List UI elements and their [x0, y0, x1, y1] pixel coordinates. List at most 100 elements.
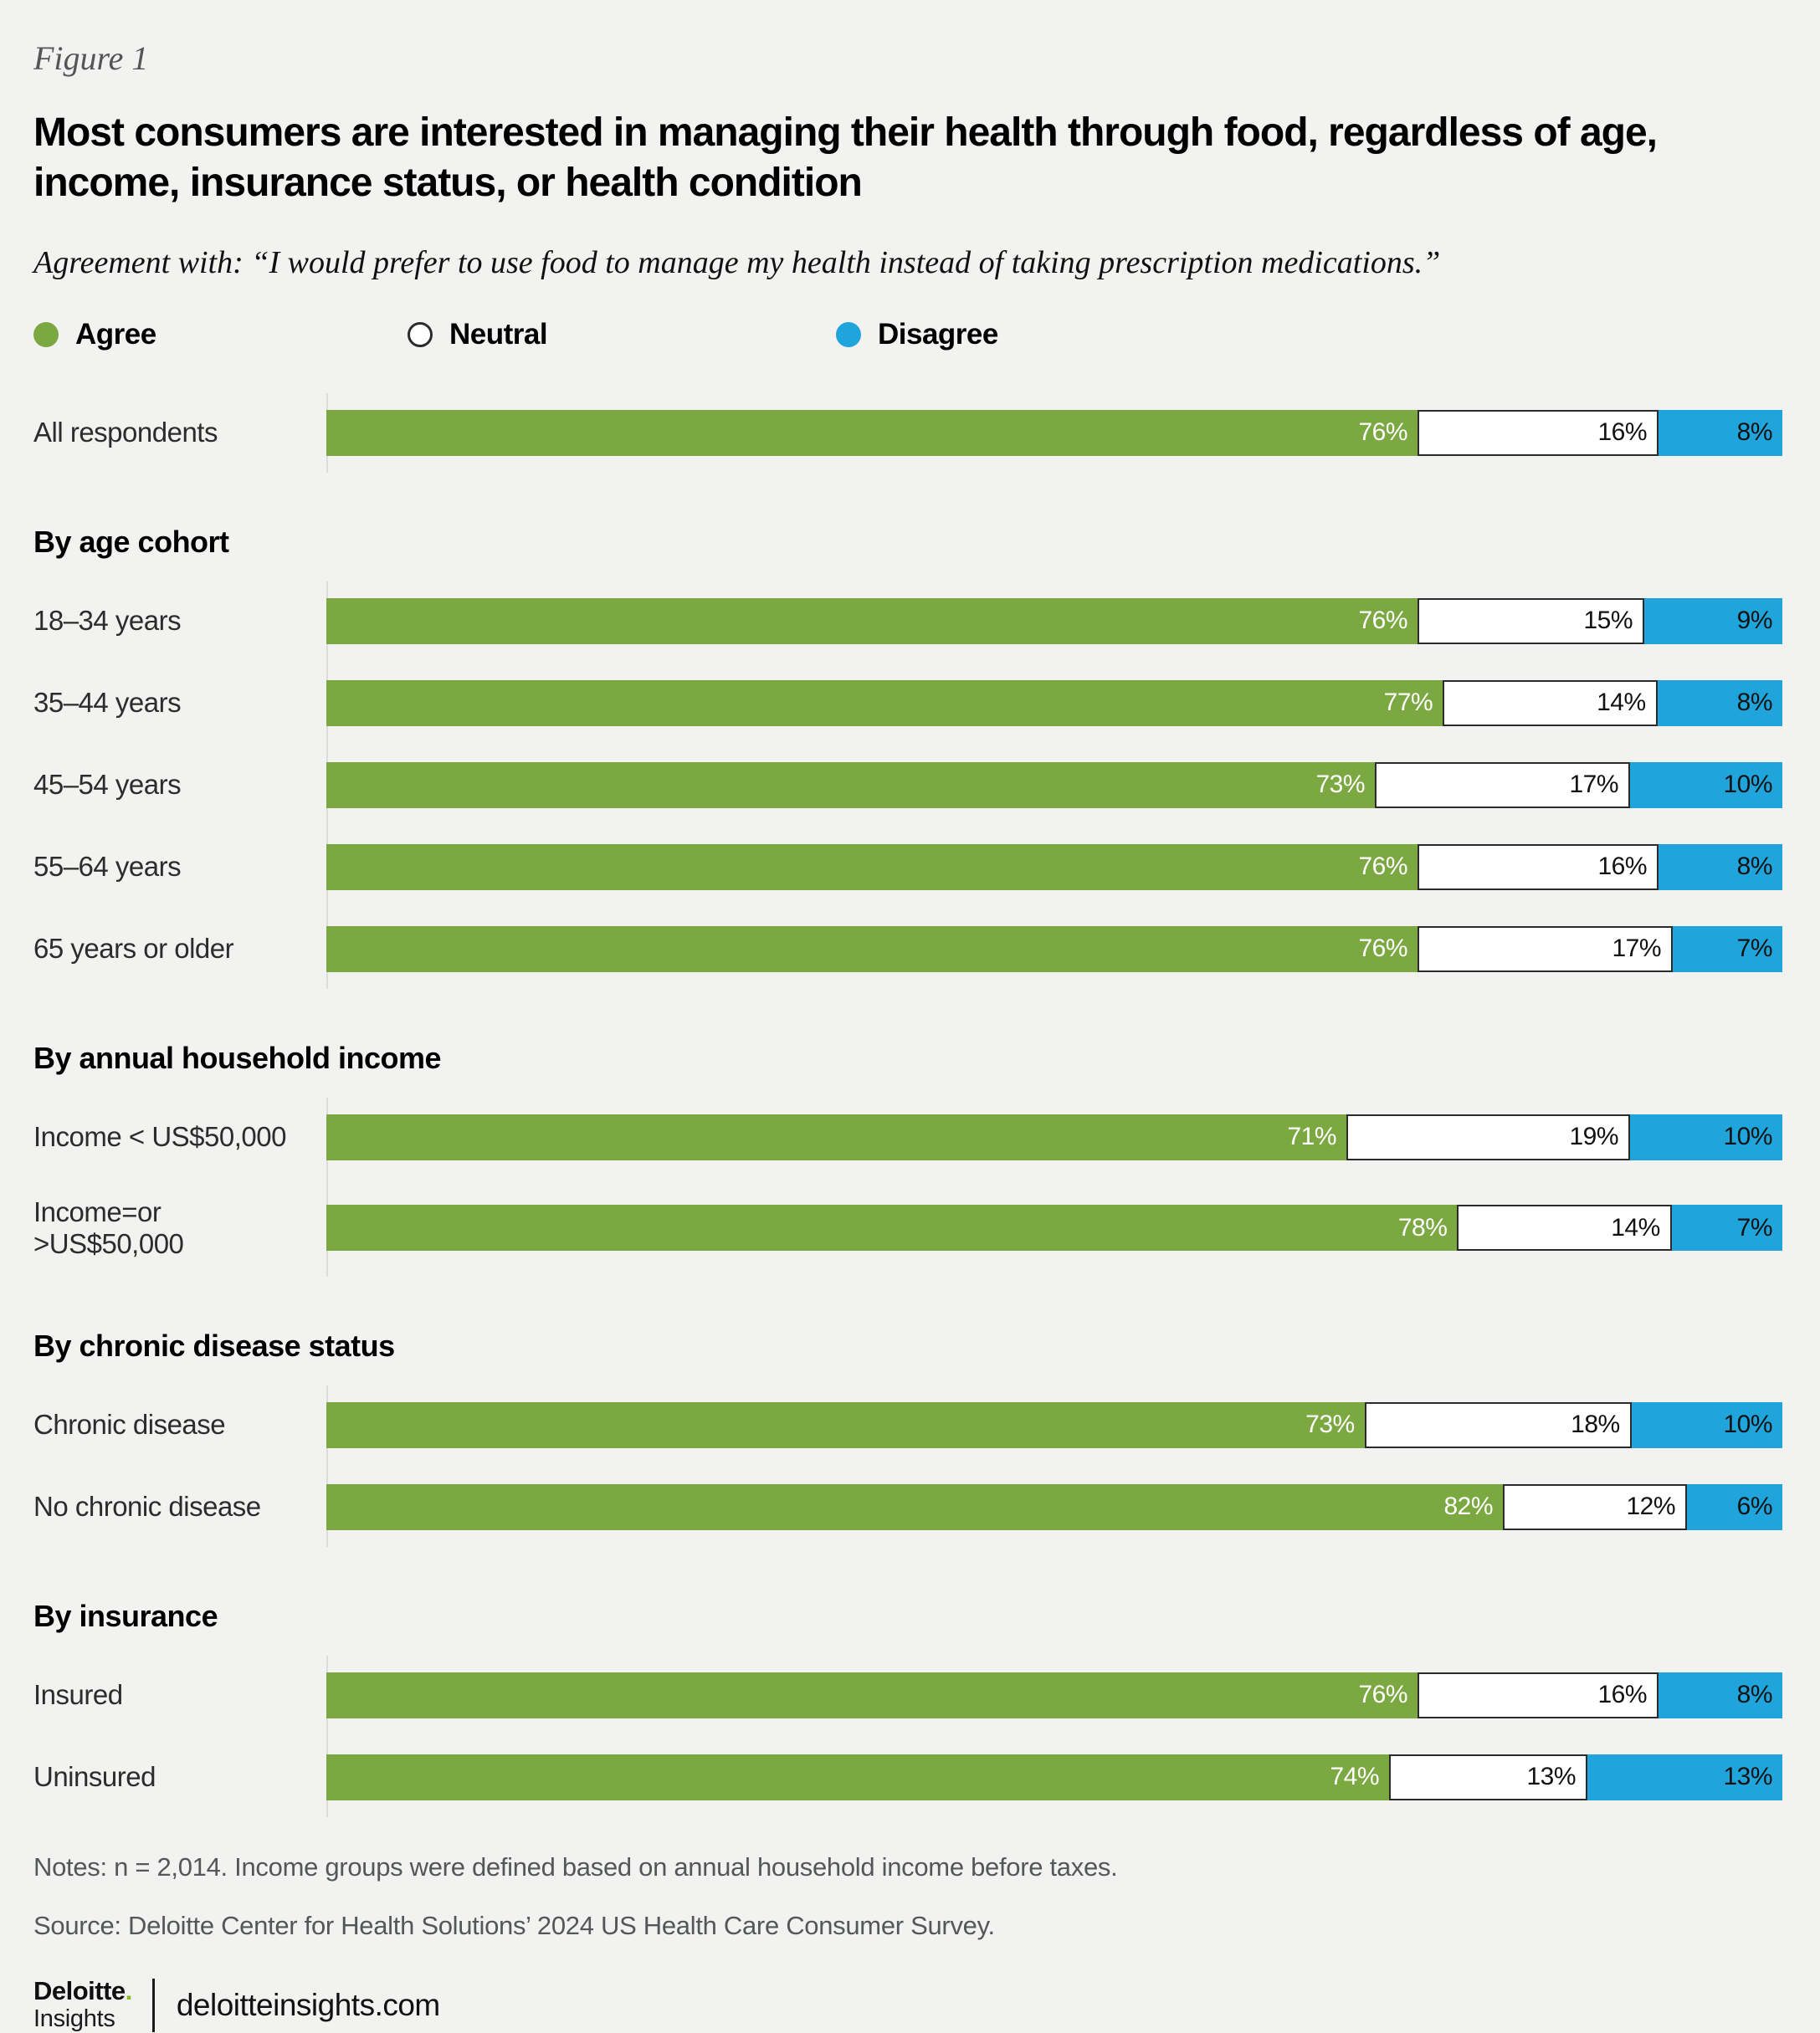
bar-value-label: 77% [1383, 689, 1433, 717]
stacked-bar: 76% 16% 8% [326, 1672, 1782, 1718]
bar-segment-neutral: 17% [1418, 925, 1673, 972]
stacked-bar: 76% 16% 8% [326, 843, 1782, 890]
bar-value-label: 8% [1736, 689, 1773, 717]
brand-sub-wordmark: Insights [33, 2005, 115, 2033]
bar-segment-neutral: 16% [1418, 1672, 1659, 1718]
chart-group: Chronic disease 73% 18% 10% No chronic disea… [33, 1385, 1782, 1547]
legend-swatch-disagree-icon [836, 321, 861, 347]
bar-segment-disagree: 13% [1587, 1754, 1782, 1800]
bar-segment-neutral: 19% [1346, 1114, 1630, 1160]
bar-segment-disagree: 7% [1673, 925, 1782, 972]
bar-segment-agree: 76% [326, 925, 1418, 972]
chart: All respondents 76% 16% 8% By age cohort 18–3… [33, 392, 1782, 1817]
site-link[interactable]: deloitteinsights.com [176, 1988, 440, 2023]
bar-segment-agree: 78% [326, 1205, 1458, 1252]
bar-segment-neutral: 16% [1418, 843, 1659, 890]
stacked-bar: 76% 15% 9% [326, 597, 1782, 644]
stacked-bar: 74% 13% 13% [326, 1754, 1782, 1800]
bar-value-label: 16% [1597, 1681, 1647, 1709]
bar-value-label: 6% [1736, 1493, 1773, 1521]
bar-segment-neutral: 14% [1443, 679, 1658, 726]
bar-segment-agree: 76% [326, 843, 1418, 890]
table-row: All respondents 76% 16% 8% [33, 409, 1782, 456]
table-row: 35–44 years 77% 14% 8% [33, 679, 1782, 726]
bar-segment-agree: 73% [326, 1401, 1365, 1448]
row-label: Insured [33, 1679, 123, 1711]
stacked-bar: 77% 14% 8% [326, 679, 1782, 726]
deloitte-insights-logo: Deloitte. Insights [33, 1977, 132, 2033]
bar-value-label: 12% [1626, 1493, 1675, 1521]
legend-swatch-agree-icon [33, 321, 59, 347]
row-label: 65 years or older [33, 933, 234, 965]
bar-segment-neutral: 14% [1457, 1205, 1672, 1252]
footer: Deloitte. Insights deloitteinsights.com [33, 1977, 1782, 2033]
table-row: Income=or >US$50,000 78% 14% 7% [33, 1196, 1782, 1260]
bar-segment-disagree: 8% [1659, 409, 1782, 456]
row-label: Income < US$50,000 [33, 1121, 286, 1153]
legend-label: Disagree [878, 317, 998, 351]
legend-item-neutral: Neutral [408, 318, 836, 351]
table-row: No chronic disease 82% 12% 6% [33, 1483, 1782, 1530]
bar-value-label: 16% [1597, 418, 1647, 447]
bar-segment-agree: 74% [326, 1754, 1389, 1800]
bar-value-label: 10% [1723, 1123, 1772, 1151]
bar-value-label: 73% [1305, 1411, 1355, 1439]
bar-value-label: 10% [1723, 771, 1772, 799]
bar-segment-agree: 71% [326, 1114, 1346, 1160]
legend-item-agree: Agree [33, 318, 408, 351]
bar-value-label: 16% [1597, 853, 1647, 881]
brand-wordmark: Deloitte. [33, 1977, 132, 2005]
row-label: No chronic disease [33, 1491, 261, 1523]
stacked-bar: 82% 12% 6% [326, 1483, 1782, 1530]
stacked-bar: 71% 19% 10% [326, 1114, 1782, 1160]
chart-group: Income < US$50,000 71% 19% 10% Income=or >US… [33, 1097, 1782, 1277]
legend-swatch-neutral-icon [408, 321, 433, 347]
source-text: Source: Deloitte Center for Health Solut… [33, 1910, 995, 1940]
bar-segment-disagree: 10% [1631, 1401, 1782, 1448]
bar-value-label: 78% [1397, 1213, 1448, 1242]
bar-value-label: 14% [1611, 1213, 1660, 1242]
bar-value-label: 76% [1358, 853, 1407, 881]
bar-value-label: 76% [1358, 418, 1407, 447]
row-label: Chronic disease [33, 1409, 226, 1441]
chart-group: Insured 76% 16% 8% Uninsured 74% 13% 13% [33, 1655, 1782, 1817]
bar-value-label: 7% [1736, 1213, 1773, 1242]
bar-value-label: 82% [1443, 1493, 1493, 1521]
bar-segment-disagree: 7% [1671, 1205, 1782, 1252]
bar-segment-agree: 73% [326, 761, 1375, 808]
bar-value-label: 8% [1736, 853, 1773, 881]
bar-segment-agree: 76% [326, 1672, 1418, 1718]
row-label: 35–44 years [33, 687, 182, 719]
bar-value-label: 73% [1315, 771, 1365, 799]
bar-segment-agree: 82% [326, 1483, 1503, 1530]
bar-value-label: 10% [1723, 1411, 1772, 1439]
bar-segment-neutral: 15% [1418, 597, 1644, 644]
row-label: Income=or >US$50,000 [33, 1196, 184, 1259]
bar-value-label: 8% [1736, 418, 1773, 447]
bar-value-label: 74% [1330, 1763, 1379, 1791]
section-header: By chronic disease status [33, 1328, 395, 1363]
legend-label: Agree [75, 317, 156, 351]
stacked-bar: 73% 17% 10% [326, 761, 1782, 808]
bar-value-label: 13% [1723, 1763, 1772, 1791]
bar-segment-disagree: 6% [1687, 1483, 1782, 1530]
stacked-bar: 78% 14% 7% [326, 1205, 1782, 1252]
stacked-bar: 76% 16% 8% [326, 409, 1782, 456]
section-header: By age cohort [33, 524, 229, 559]
footer-divider [151, 1979, 155, 2033]
row-label: 55–64 years [33, 851, 182, 883]
bar-segment-neutral: 17% [1375, 761, 1630, 808]
bar-value-label: 17% [1569, 771, 1618, 799]
legend-item-disagree: Disagree [836, 318, 998, 351]
row-label: All respondents [33, 417, 218, 448]
page-title: Most consumers are interested in managin… [33, 110, 1658, 206]
bar-segment-disagree: 8% [1657, 679, 1782, 726]
row-label: 45–54 years [33, 769, 182, 801]
bar-value-label: 18% [1571, 1411, 1620, 1439]
section-header: By annual household income [33, 1040, 442, 1075]
bar-segment-neutral: 16% [1418, 409, 1659, 456]
bar-segment-disagree: 9% [1644, 597, 1782, 644]
bar-value-label: 17% [1612, 935, 1661, 963]
row-label: 18–34 years [33, 605, 182, 637]
